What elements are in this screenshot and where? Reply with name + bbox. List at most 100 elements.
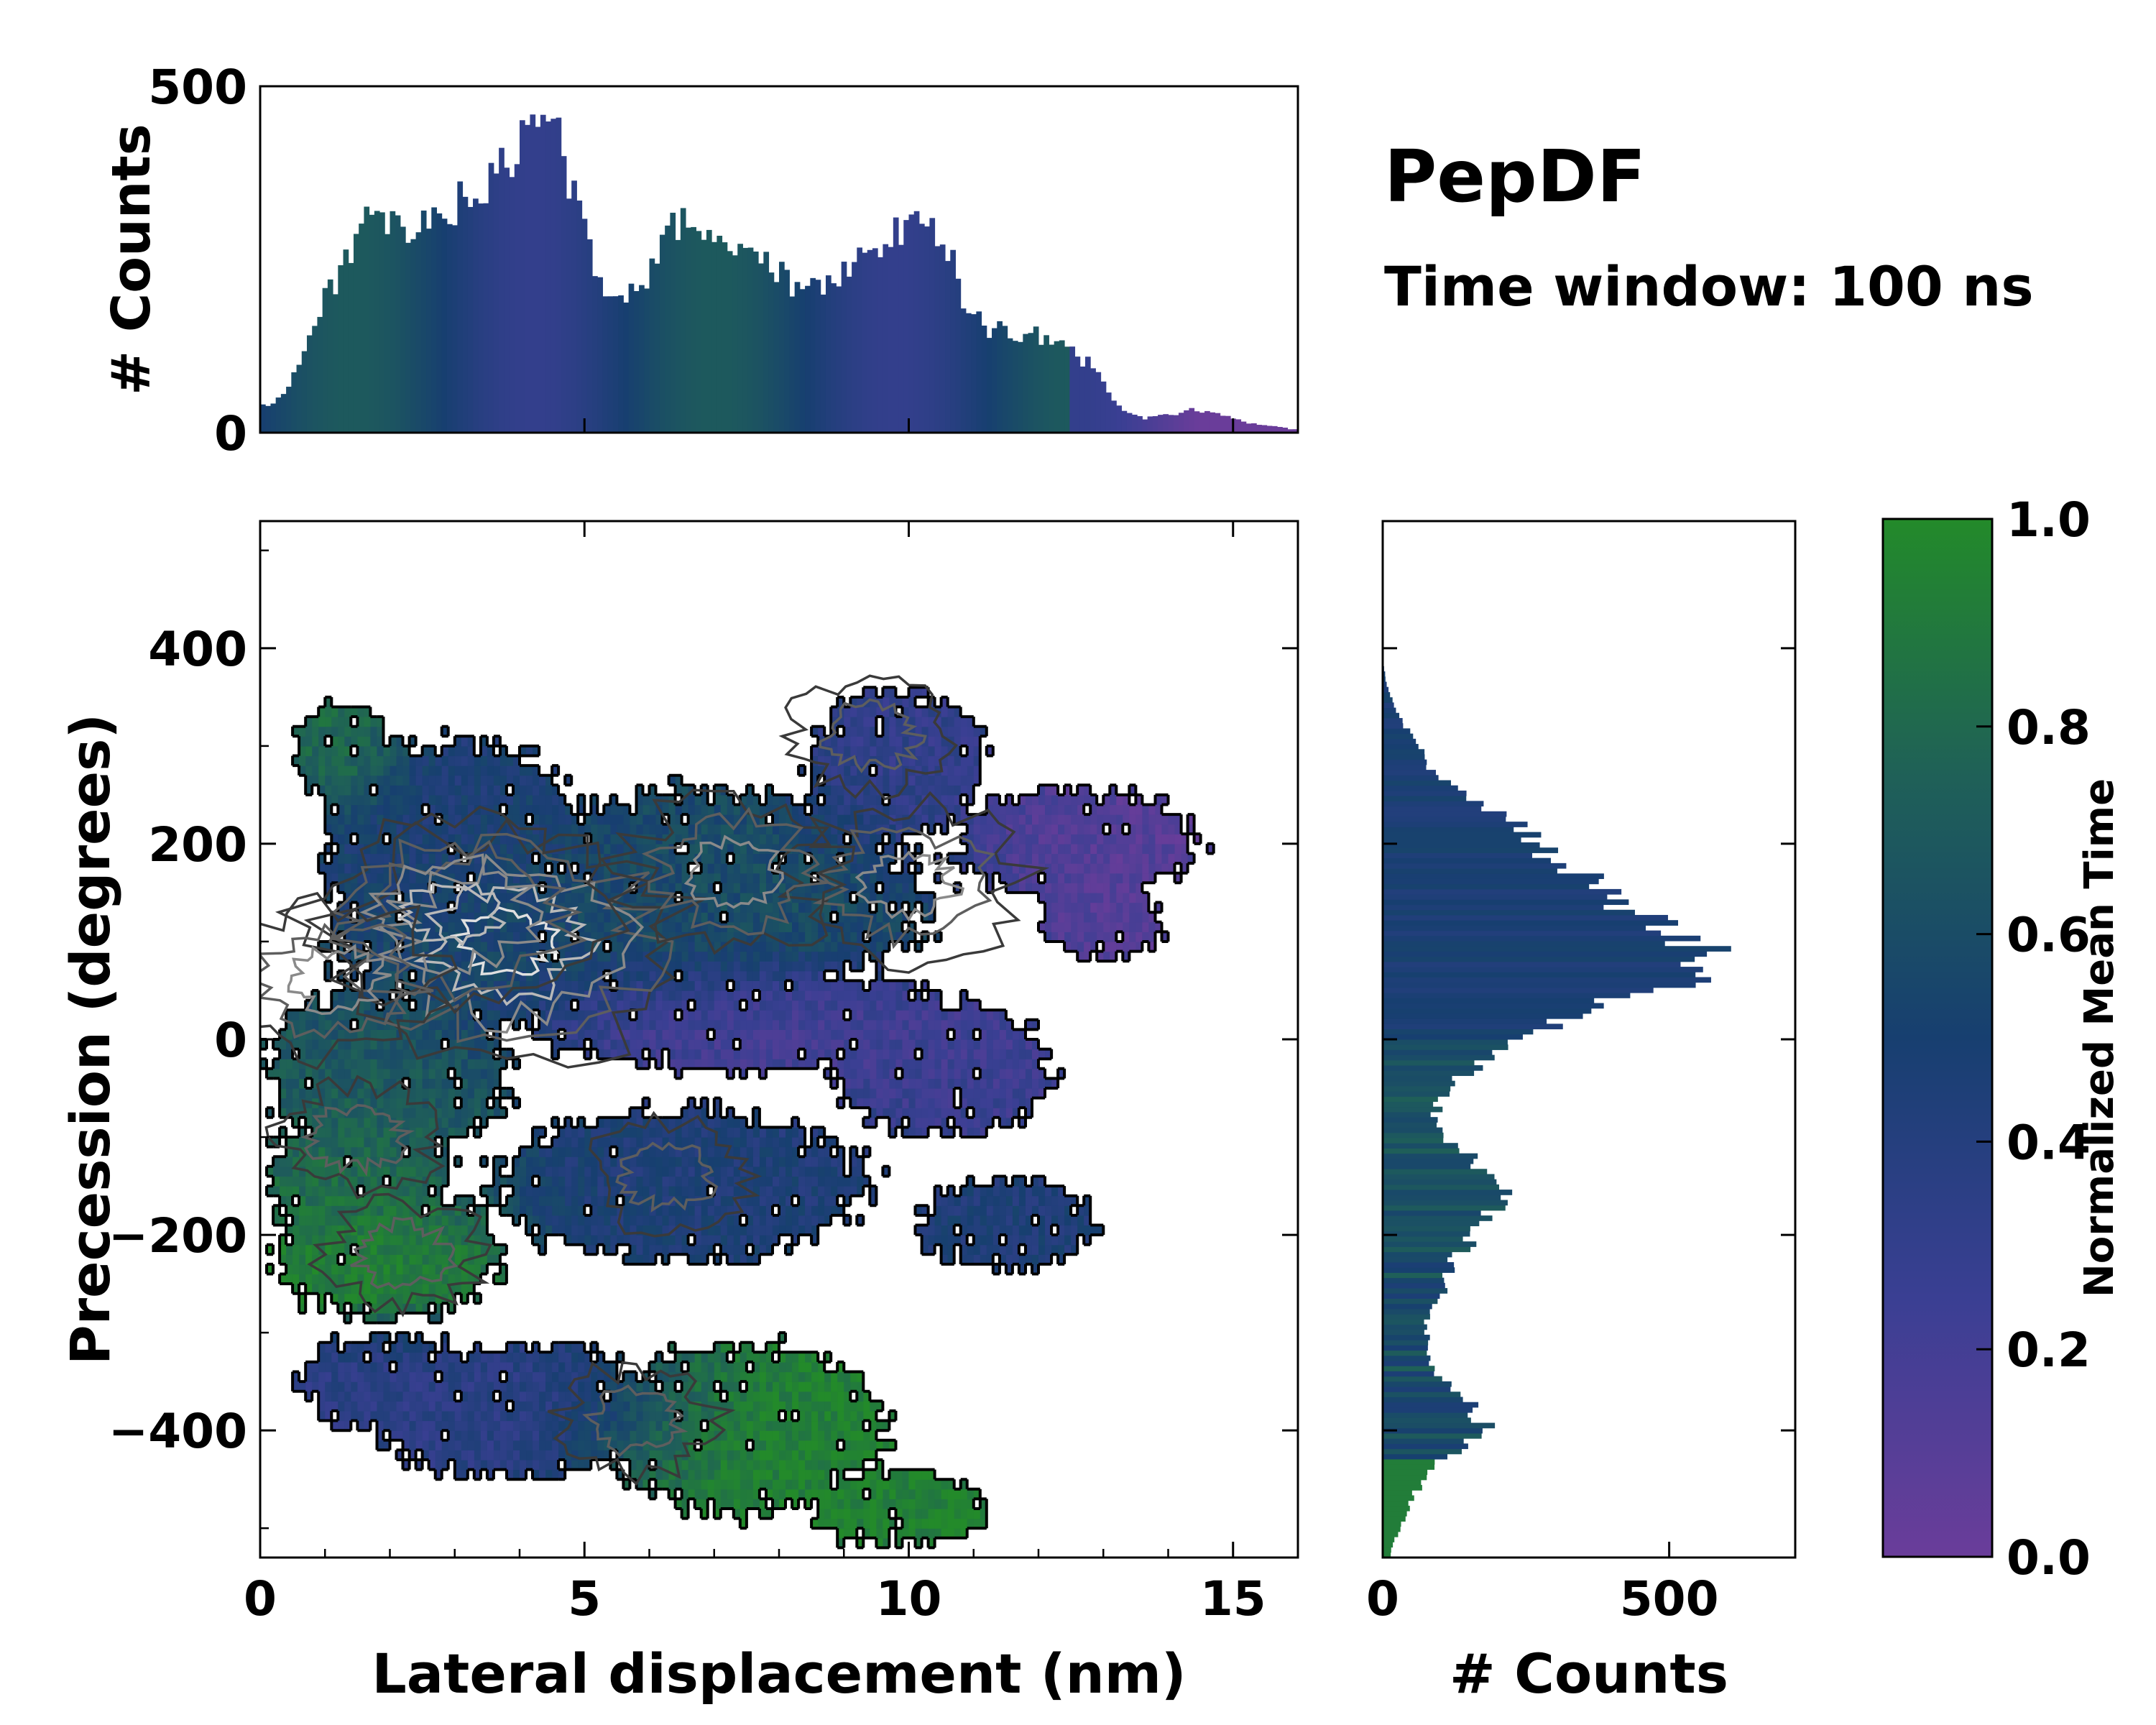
heatmap-cell xyxy=(571,853,579,864)
heatmap-cell xyxy=(377,1284,384,1294)
heatmap-cell xyxy=(571,1019,579,1030)
heatmap-cell xyxy=(448,873,456,883)
heatmap-cell xyxy=(552,765,559,776)
heatmap-cell xyxy=(636,970,644,981)
heatmap-cell xyxy=(512,1019,520,1030)
heatmap-cell xyxy=(707,1019,715,1030)
heatmap-cell xyxy=(759,1469,767,1480)
heatmap-cell xyxy=(461,932,469,942)
heatmap-cell xyxy=(610,1215,617,1226)
heatmap-cell xyxy=(344,824,351,834)
heatmap-cell xyxy=(344,745,351,757)
heatmap-cell xyxy=(772,990,780,1001)
heatmap-cell xyxy=(623,1010,631,1021)
top-histogram-bar xyxy=(649,258,655,433)
heatmap-cell xyxy=(351,1215,358,1226)
heatmap-cell xyxy=(428,765,436,776)
heatmap-cell xyxy=(617,824,625,834)
heatmap-cell xyxy=(642,1235,650,1246)
heatmap-cell xyxy=(351,1176,358,1187)
heatmap-cell xyxy=(428,1450,436,1460)
heatmap-cell xyxy=(584,814,591,825)
heatmap-cell xyxy=(597,941,604,952)
heatmap-cell xyxy=(662,1146,670,1157)
heatmap-cell xyxy=(454,873,462,883)
heatmap-cell xyxy=(552,1049,559,1059)
heatmap-cell xyxy=(402,1059,410,1070)
heatmap-cell xyxy=(344,1225,351,1236)
heatmap-cell xyxy=(740,990,747,1001)
heatmap-cell xyxy=(746,1459,754,1471)
heatmap-cell xyxy=(512,804,520,815)
heatmap-cell xyxy=(759,1225,767,1236)
heatmap-cell xyxy=(694,883,702,893)
heatmap-cell xyxy=(662,941,670,952)
heatmap-cell xyxy=(552,1381,559,1392)
heatmap-cell xyxy=(383,765,391,776)
heatmap-cell xyxy=(539,1235,546,1246)
heatmap-cell xyxy=(461,1361,469,1373)
top-histogram-bar xyxy=(670,212,676,433)
heatmap-cell xyxy=(591,892,598,903)
heatmap-cell xyxy=(727,804,734,815)
heatmap-cell xyxy=(325,1186,332,1197)
heatmap-cell xyxy=(617,834,625,845)
heatmap-cell xyxy=(325,1098,332,1108)
heatmap-cell xyxy=(545,804,553,815)
heatmap-cell xyxy=(584,1127,591,1138)
heatmap-cell xyxy=(493,892,501,903)
heatmap-cell xyxy=(526,1450,533,1460)
heatmap-cell xyxy=(357,932,365,942)
heatmap-cell xyxy=(662,1244,670,1255)
top-histogram-bar xyxy=(530,114,536,433)
heatmap-cell xyxy=(752,941,760,952)
heatmap-cell xyxy=(584,1176,591,1187)
heatmap-cell xyxy=(604,1137,611,1148)
heatmap-cell xyxy=(604,1244,611,1255)
top-histogram-bar xyxy=(1121,410,1128,433)
top-histogram-bar xyxy=(960,308,967,433)
heatmap-cell xyxy=(396,1371,404,1382)
heatmap-cell xyxy=(649,1029,657,1040)
heatmap-cell xyxy=(668,1176,676,1187)
top-histogram-bar xyxy=(270,403,277,433)
heatmap-cell xyxy=(280,1068,287,1080)
heatmap-cell xyxy=(487,990,494,1001)
heatmap-cell xyxy=(694,1108,702,1118)
heatmap-cell xyxy=(752,1215,760,1226)
heatmap-cell xyxy=(428,1244,436,1255)
top-histogram-bar xyxy=(478,203,484,433)
heatmap-cell xyxy=(344,1059,351,1070)
heatmap-cell xyxy=(642,892,650,903)
heatmap-cell xyxy=(707,863,715,874)
heatmap-cell xyxy=(636,804,644,815)
heatmap-cell xyxy=(480,883,488,893)
heatmap-cell xyxy=(818,1459,825,1471)
heatmap-cell xyxy=(390,980,397,991)
heatmap-cell xyxy=(772,1430,780,1441)
heatmap-cell xyxy=(533,785,540,796)
heatmap-cell xyxy=(474,1293,482,1304)
heatmap-cell xyxy=(552,1010,559,1021)
heatmap-cell xyxy=(299,1088,306,1099)
heatmap-cell xyxy=(765,1235,773,1246)
heatmap-cell xyxy=(701,970,709,981)
heatmap-cell xyxy=(642,1019,650,1030)
heatmap-cell xyxy=(474,1381,482,1392)
top-histogram-bar xyxy=(1059,340,1065,433)
top-y-tick-label: 500 xyxy=(148,60,247,115)
heatmap-cell xyxy=(623,1450,631,1460)
heatmap-cell xyxy=(597,1186,604,1197)
heatmap-cell xyxy=(571,1235,579,1246)
heatmap-cell xyxy=(720,1000,728,1011)
heatmap-cell xyxy=(390,1254,397,1265)
heatmap-cell xyxy=(370,1000,378,1011)
heatmap-cell xyxy=(415,1010,423,1021)
heatmap-cell xyxy=(377,834,384,845)
heatmap-cell xyxy=(441,1146,449,1157)
heatmap-cell xyxy=(824,755,831,766)
heatmap-cell xyxy=(772,834,780,845)
heatmap-cell xyxy=(811,785,819,796)
heatmap-cell xyxy=(597,1235,604,1246)
heatmap-cell xyxy=(280,1127,287,1138)
